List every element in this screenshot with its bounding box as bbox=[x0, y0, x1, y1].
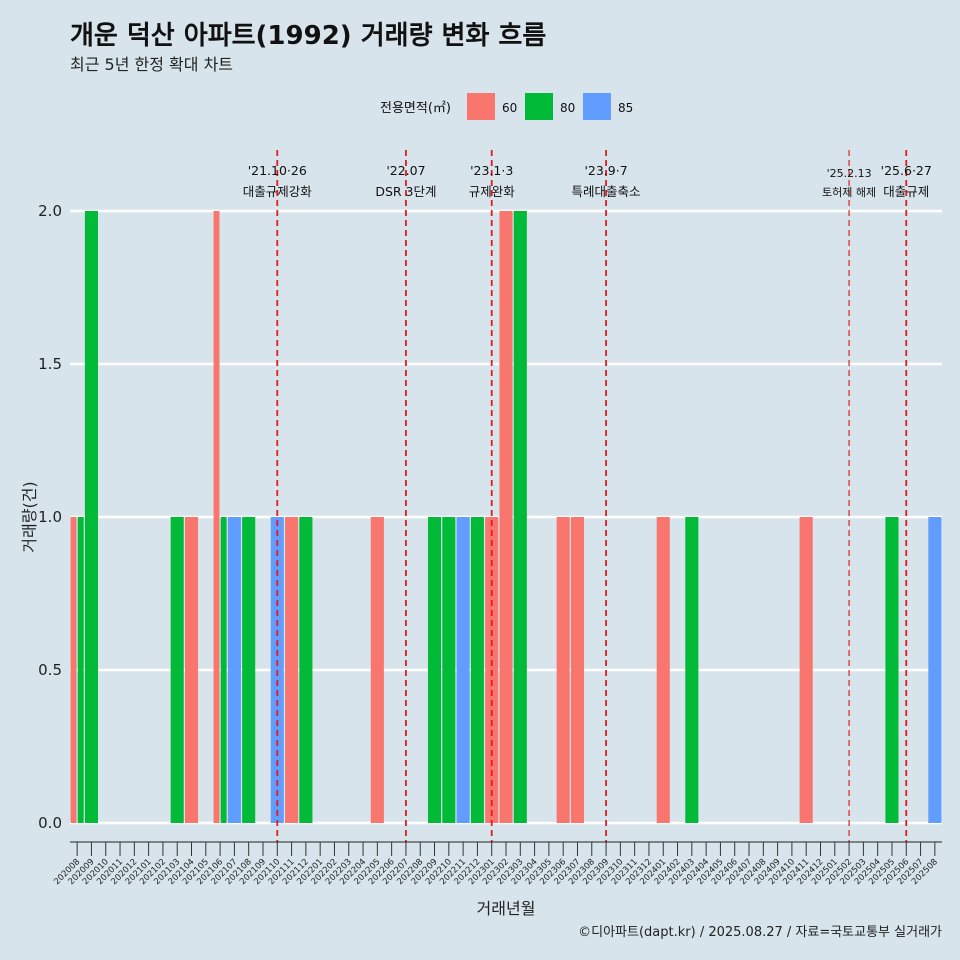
bar-85-202508 bbox=[928, 517, 942, 823]
y-tick-label: 1.0 bbox=[38, 508, 62, 526]
bar-80-202303 bbox=[513, 211, 527, 823]
y-axis-title: 거래량(건) bbox=[20, 481, 39, 552]
event-date-202301: '23.1·3 bbox=[470, 163, 513, 178]
event-label-202506: 대출규제 bbox=[883, 184, 929, 199]
event-date-202502: '25.2.13 bbox=[827, 167, 872, 180]
bar-80-202505 bbox=[885, 517, 899, 823]
legend: 전용면적(㎡) 60 80 85 bbox=[380, 93, 633, 120]
event-label-202207: DSR 3단계 bbox=[375, 184, 436, 199]
legend-swatch-60 bbox=[467, 93, 495, 120]
y-tick-label: 1.5 bbox=[38, 355, 62, 373]
y-tick-label: 2.0 bbox=[38, 202, 62, 220]
legend-title: 전용면적(㎡) bbox=[380, 101, 451, 116]
bar-60-202008 bbox=[70, 517, 77, 823]
chart-subtitle: 최근 5년 한정 확대 차트 bbox=[70, 55, 233, 74]
header: 개운 덕산 아파트(1992) 거래량 변화 흐름 최근 5년 한정 확대 차트 bbox=[70, 21, 546, 74]
bar-60-202306 bbox=[556, 517, 570, 823]
legend-swatch-80 bbox=[525, 93, 553, 120]
bar-60-202205 bbox=[370, 517, 384, 823]
event-label-202110: 대출규제강화 bbox=[243, 184, 313, 199]
event-date-202110: '21.10·26 bbox=[248, 163, 307, 178]
event-date-202506: '25.6·27 bbox=[881, 163, 932, 178]
x-axis-title: 거래년월 bbox=[477, 899, 536, 918]
bar-80-202008 bbox=[77, 517, 84, 823]
legend-swatch-85 bbox=[583, 93, 611, 120]
event-label-202309: 특례대출축소 bbox=[572, 184, 641, 199]
bar-80-202009 bbox=[84, 211, 98, 823]
legend-label-85: 85 bbox=[618, 101, 633, 115]
bar-85-202211 bbox=[456, 517, 470, 823]
bar-85-202107 bbox=[227, 517, 241, 823]
y-tick-label: 0.5 bbox=[38, 661, 62, 679]
event-label-202502: 토허제 해제 bbox=[822, 185, 876, 199]
bar-80-202106 bbox=[220, 517, 227, 823]
bar-60-202307 bbox=[570, 517, 585, 823]
x-axis-ticks: 2020082020092020102020112020122021012021… bbox=[52, 842, 940, 887]
bar-80-202210 bbox=[442, 517, 456, 823]
bars bbox=[70, 211, 942, 823]
y-tick-label: 0.0 bbox=[38, 814, 62, 832]
legend-label-60: 60 bbox=[502, 101, 517, 115]
bar-80-202209 bbox=[427, 517, 442, 823]
bar-60-202411 bbox=[799, 517, 813, 823]
event-date-202309: '23.9·7 bbox=[584, 163, 627, 178]
caption: ©디아파트(dapt.kr) / 2025.08.27 / 자료=국토교통부 실… bbox=[578, 925, 942, 940]
bar-80-202403 bbox=[685, 517, 699, 823]
event-label-202301: 규제완화 bbox=[469, 184, 516, 199]
y-axis-ticks: 0.0 0.5 1.0 1.5 2.0 bbox=[38, 202, 62, 832]
bar-60-202104 bbox=[184, 517, 199, 823]
bar-80-202212 bbox=[470, 517, 484, 823]
bar-60-202302 bbox=[499, 211, 513, 823]
event-date-202207: '22.07 bbox=[386, 163, 425, 178]
bar-60-202106 bbox=[213, 211, 220, 823]
bar-60-202111 bbox=[285, 517, 299, 823]
bar-80-202103 bbox=[170, 517, 184, 823]
bar-80-202108 bbox=[242, 517, 256, 823]
bar-60-202401 bbox=[656, 517, 670, 823]
bar-80-202112 bbox=[299, 517, 313, 823]
event-annotations: '21.10·26 대출규제강화 '22.07 DSR 3단계 '23.1·3 규제완화 '… bbox=[243, 150, 932, 842]
chart-title: 개운 덕산 아파트(1992) 거래량 변화 흐름 bbox=[70, 21, 546, 51]
legend-label-80: 80 bbox=[560, 101, 575, 115]
